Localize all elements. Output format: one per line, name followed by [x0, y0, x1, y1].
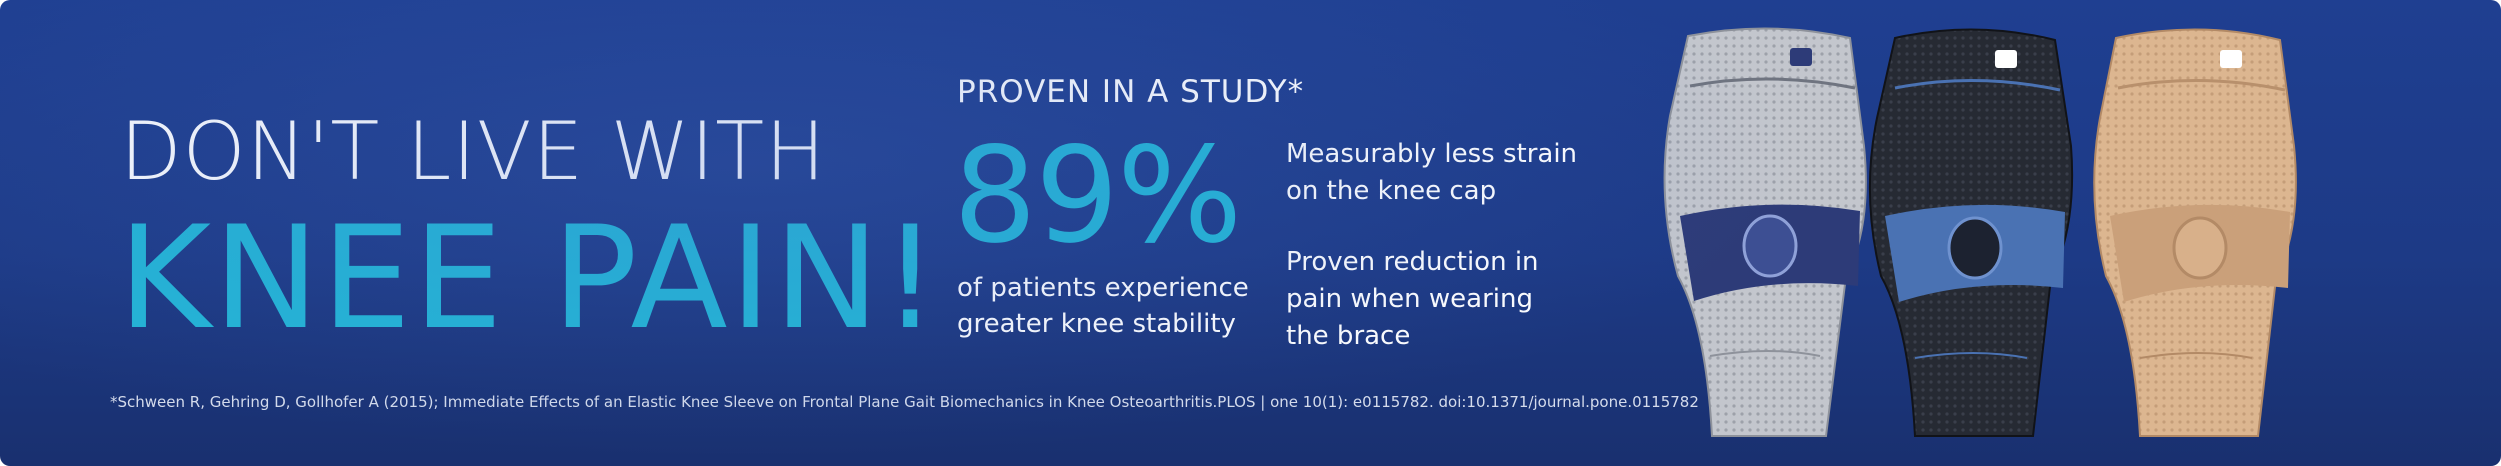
benefit-line: on the knee cap: [1286, 176, 1497, 206]
knee-brace-grey-image: [1650, 26, 1890, 446]
benefit-line: Measurably less strain: [1286, 139, 1578, 169]
benefit-line: Proven reduction in: [1286, 247, 1539, 277]
stat-percentage: 89%: [953, 119, 1242, 273]
stat-caption: of patients experience greater knee stab…: [957, 270, 1249, 342]
stat-caption-line: of patients experience: [957, 273, 1249, 303]
headline-line-2: KNEE PAIN!: [118, 196, 941, 361]
headline-line-1: DON'T LIVE WITH: [120, 105, 827, 198]
benefit-text: Proven reduction in pain when wearing th…: [1286, 244, 1539, 355]
knee-brace-black-image: [1855, 26, 2095, 446]
stat-caption-line: greater knee stability: [957, 309, 1236, 339]
benefit-line: pain when wearing: [1286, 284, 1533, 314]
knee-brace-beige-image: [2080, 26, 2320, 446]
study-footnote: *Schween R, Gehring D, Gollhofer A (2015…: [110, 393, 1699, 411]
benefit-line: the brace: [1286, 321, 1411, 351]
study-label: PROVEN IN A STUDY*: [957, 74, 1305, 110]
benefit-text: Measurably less strain on the knee cap: [1286, 136, 1577, 210]
